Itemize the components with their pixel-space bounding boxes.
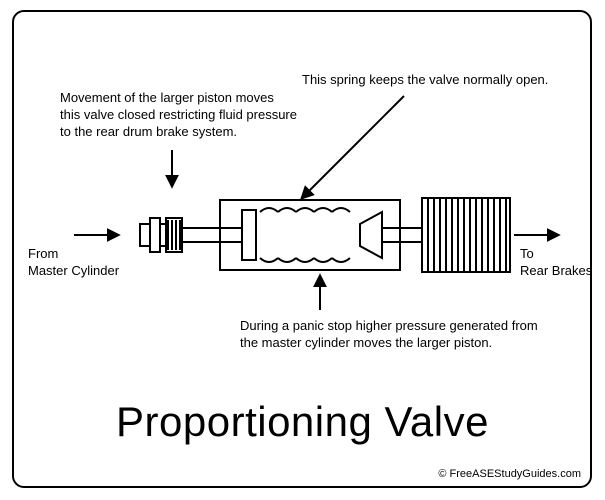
inlet-fitting bbox=[140, 218, 182, 252]
threaded-body bbox=[422, 198, 510, 272]
label-top-left: Movement of the larger piston movesthis … bbox=[60, 90, 320, 141]
piston-shaft bbox=[182, 228, 242, 242]
label-to-rear: ToRear Brakes bbox=[520, 246, 600, 280]
copyright-text: © FreeASEStudyGuides.com bbox=[438, 468, 581, 480]
valve-spring bbox=[260, 208, 350, 262]
diagram-title: Proportioning Valve bbox=[0, 398, 605, 446]
label-bottom: During a panic stop higher pressure gene… bbox=[240, 318, 560, 352]
rear-connector bbox=[360, 212, 422, 258]
piston-head bbox=[242, 210, 256, 260]
label-from-master: FromMaster Cylinder bbox=[28, 246, 128, 280]
label-top-right: This spring keeps the valve normally ope… bbox=[302, 72, 582, 89]
